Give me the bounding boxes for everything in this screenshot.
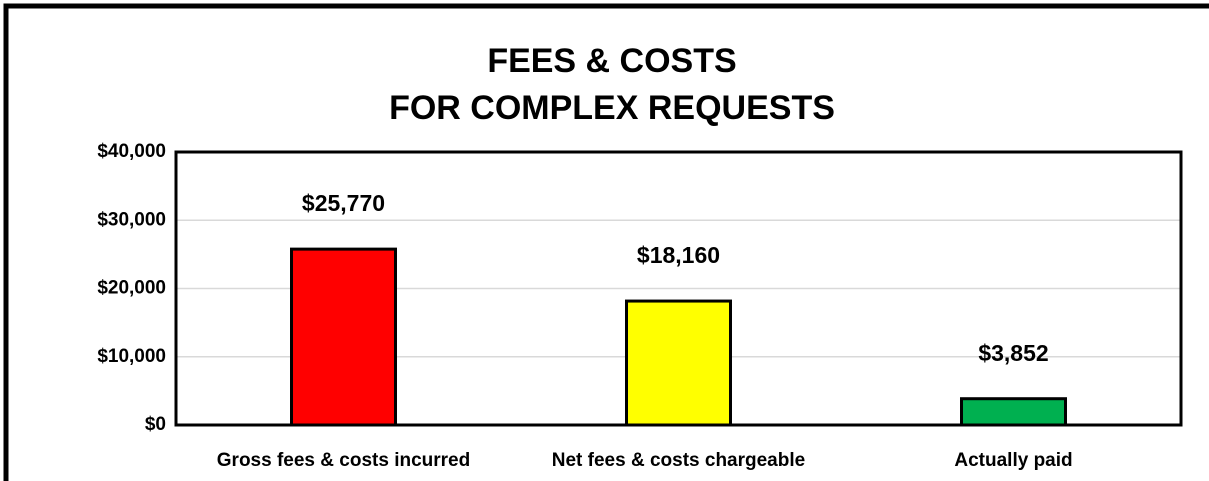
data-label: $25,770 xyxy=(302,190,385,216)
x-tick-label: Net fees & costs chargeable xyxy=(552,450,805,471)
y-tick-label: $20,000 xyxy=(97,278,166,299)
plot-border xyxy=(174,150,1183,427)
bar xyxy=(625,299,732,427)
bars xyxy=(290,247,1067,427)
chart-title: FEES & COSTS xyxy=(487,42,736,80)
chart-frame xyxy=(3,3,1209,481)
data-label: $18,160 xyxy=(637,242,720,268)
x-tick-label: Actually paid xyxy=(954,450,1072,471)
data-label: $3,852 xyxy=(978,340,1048,366)
y-tick-label: $30,000 xyxy=(97,209,166,230)
bar xyxy=(290,247,397,427)
y-tick-label: $0 xyxy=(145,414,166,435)
y-tick-label: $40,000 xyxy=(97,141,166,162)
bar xyxy=(960,397,1067,427)
y-tick-label: $10,000 xyxy=(97,346,166,367)
chart-title: FOR COMPLEX REQUESTS xyxy=(389,89,835,127)
x-tick-label: Gross fees & costs incurred xyxy=(217,450,470,471)
